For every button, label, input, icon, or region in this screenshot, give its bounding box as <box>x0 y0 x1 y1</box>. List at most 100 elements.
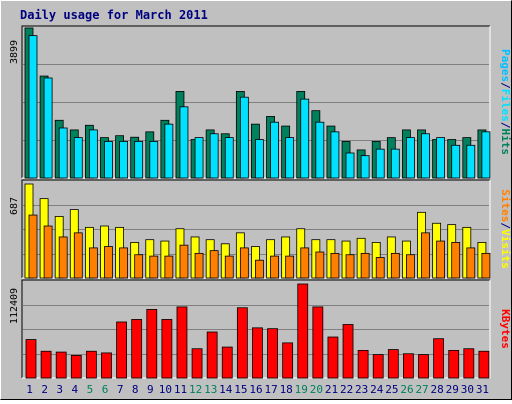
files-bar-26 <box>406 137 415 179</box>
kbytes-bar-24-body <box>372 354 384 379</box>
kbytes-bar-9 <box>146 309 158 379</box>
files-bar-27-body <box>421 133 430 179</box>
files-bar-23-body <box>360 155 370 179</box>
files-bar-20-body <box>315 121 325 179</box>
sites-bar-5 <box>88 247 98 279</box>
kbytes-bar-8 <box>131 319 143 379</box>
sites-bar-10-body <box>164 255 174 279</box>
kbytes-bar-31 <box>478 350 490 379</box>
sites-bar-19 <box>300 247 310 279</box>
sites-bar-4 <box>73 232 83 279</box>
files-bar-19 <box>300 98 310 179</box>
kbytes-bar-24 <box>372 354 384 379</box>
files-bar-3-body <box>58 127 68 179</box>
sites-bar-26-body <box>406 254 415 279</box>
sites-bar-24-body <box>375 257 385 279</box>
x-tick-label-16: 16 <box>249 383 262 396</box>
kbytes-bar-2-body <box>40 350 52 379</box>
sites-bar-31 <box>481 252 491 279</box>
sites-bar-21-body <box>330 252 340 279</box>
kbytes-bar-9-body <box>146 309 158 379</box>
sites-bar-27-body <box>421 232 430 279</box>
kbytes-bar-28-body <box>433 338 445 379</box>
sites-bar-20-body <box>315 251 325 279</box>
legend-entry-0-3: / <box>499 122 512 129</box>
files-bar-28 <box>436 137 446 179</box>
sites-bar-22 <box>345 254 355 279</box>
x-tick-label-2: 2 <box>41 383 48 396</box>
sites-bar-28-body <box>436 240 446 279</box>
sites-bar-17 <box>270 255 279 279</box>
files-bar-14 <box>224 137 234 179</box>
files-bar-7-body <box>119 141 128 179</box>
kbytes-bar-26 <box>403 353 414 379</box>
kbytes-bar-25 <box>387 349 399 379</box>
sites-bar-3 <box>58 236 68 279</box>
kbytes-bar-25-body <box>387 349 399 379</box>
sites-bar-8 <box>134 254 144 279</box>
plot-border-tl-2 <box>21 279 490 378</box>
x-tick-label-22: 22 <box>340 383 353 396</box>
files-bar-1 <box>28 35 38 179</box>
kbytes-bar-31-body <box>478 350 490 379</box>
plot-border-tl-1 <box>21 179 490 278</box>
sites-bar-7-body <box>119 247 128 279</box>
kbytes-bar-14-body <box>221 346 233 379</box>
kbytes-bar-30 <box>463 348 475 379</box>
files-bar-4-body <box>73 137 83 179</box>
sites-bar-1 <box>28 214 38 279</box>
files-bar-31-body <box>481 131 491 179</box>
x-tick-label-15: 15 <box>234 383 247 396</box>
legend-entry-1-0: Sites <box>499 189 512 222</box>
x-tick-label-7: 7 <box>117 383 124 396</box>
files-bar-8 <box>134 141 144 179</box>
legend-entry-0-0: Pages <box>499 49 512 82</box>
sites-bar-7 <box>119 247 128 279</box>
sites-bar-3-body <box>58 236 68 279</box>
legend-entry-0-4: Hits <box>499 129 512 156</box>
legend-entry-0-1: / <box>499 82 512 89</box>
files-bar-5-body <box>88 129 98 179</box>
files-bar-12 <box>194 137 204 179</box>
x-tick-label-19: 19 <box>295 383 308 396</box>
x-tick-label-24: 24 <box>370 383 384 396</box>
kbytes-bar-10-body <box>161 319 173 379</box>
sites-bar-11-body <box>179 244 189 279</box>
kbytes-bar-13-body <box>206 331 218 379</box>
sites-bar-2-body <box>43 225 53 279</box>
kbytes-bar-2 <box>40 350 52 379</box>
sites-bar-30 <box>466 247 476 279</box>
kbytes-bar-8-body <box>131 319 143 379</box>
files-bar-30 <box>466 144 476 179</box>
x-tick-label-14: 14 <box>219 383 233 396</box>
sites-bar-18 <box>285 255 295 279</box>
files-bar-21-body <box>330 131 340 179</box>
x-tick-label-9: 9 <box>147 383 154 396</box>
x-tick-label-29: 29 <box>446 383 459 396</box>
kbytes-bar-12-body <box>191 348 203 379</box>
files-bar-13 <box>209 133 219 179</box>
files-bar-7 <box>119 141 128 179</box>
files-bar-23 <box>360 155 370 179</box>
kbytes-bar-21-body <box>327 336 339 379</box>
kbytes-bar-22 <box>342 324 354 379</box>
files-bar-14-body <box>224 137 234 179</box>
kbytes-bar-5-body <box>85 350 97 379</box>
sites-bar-12 <box>194 252 204 279</box>
kbytes-bar-18-body <box>282 342 294 379</box>
kbytes-bar-12 <box>191 348 203 379</box>
files-bar-26-body <box>406 137 415 179</box>
kbytes-bar-18 <box>282 342 294 379</box>
files-bar-18-body <box>285 137 295 179</box>
sites-bar-23 <box>360 252 370 279</box>
files-bar-10 <box>164 123 174 179</box>
kbytes-bar-16-body <box>252 327 263 379</box>
kbytes-bar-19-body <box>297 283 309 379</box>
kbytes-bar-20 <box>312 306 324 379</box>
x-tick-label-5: 5 <box>87 383 94 396</box>
x-tick-label-13: 13 <box>204 383 217 396</box>
files-bar-29-body <box>451 144 461 179</box>
x-tick-label-3: 3 <box>56 383 63 396</box>
